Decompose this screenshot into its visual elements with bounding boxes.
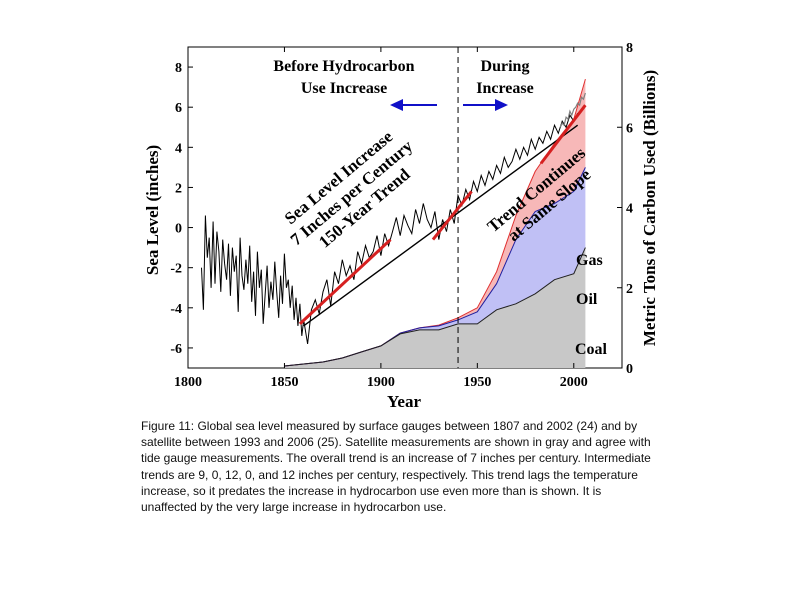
y-left-tick-label: 0 [175, 222, 182, 237]
before-label-line1: Before Hydrocarbon [273, 58, 414, 75]
figure-caption: Figure 11: Global sea level measured by … [141, 419, 651, 515]
y-axis-right-ticks: 0 2 4 6 8 [617, 41, 633, 377]
x-tick-label: 1900 [367, 375, 395, 390]
overall-trend-line [303, 124, 579, 327]
y-left-tick-label: -4 [170, 302, 182, 317]
y-left-tick-label: 2 [175, 181, 182, 196]
y-left-tick-label: 6 [175, 101, 182, 116]
y-left-tick-label: 8 [175, 61, 182, 76]
gas-label: Gas [576, 252, 603, 269]
coal-area [284, 247, 586, 368]
during-label-line2: Increase [476, 80, 533, 97]
y-left-tick-label: -6 [170, 342, 182, 357]
trend-segment-3 [539, 104, 587, 165]
y-right-tick-label: 2 [626, 282, 633, 297]
y-right-tick-label: 4 [626, 202, 633, 217]
satellite-line [559, 92, 586, 128]
x-tick-label: 2000 [560, 375, 588, 390]
sea-level-line [201, 112, 579, 344]
before-label-line2: Use Increase [301, 80, 387, 97]
y-right-tick-label: 8 [626, 41, 633, 56]
y-right-tick-label: 0 [626, 362, 633, 377]
y-left-tick-label: 4 [175, 141, 182, 156]
oil-area [284, 167, 586, 366]
y-left-tick-label: -2 [170, 262, 182, 277]
x-tick-label: 1950 [463, 375, 491, 390]
trend-segment-2 [431, 190, 473, 241]
x-tick-label: 1800 [174, 375, 202, 390]
coal-label: Coal [575, 341, 608, 358]
y-axis-left-ticks: -6 -4 -2 0 2 4 6 8 [170, 61, 193, 357]
left-arrow [390, 99, 437, 111]
gas-area [284, 79, 586, 366]
y-right-tick-label: 6 [626, 121, 633, 136]
during-label-line1: During [481, 58, 530, 75]
sea-level-series [201, 92, 587, 344]
y-axis-left-label: Sea Level (inches) [143, 145, 162, 275]
x-tick-label: 1850 [270, 375, 298, 390]
right-arrow [463, 99, 508, 111]
oil-label: Oil [576, 291, 598, 308]
y-axis-right-label: Metric Tons of Carbon Used (Billions) [640, 70, 659, 346]
trend-segment-1 [298, 238, 392, 325]
coal-line [284, 247, 586, 367]
trend-segments [298, 104, 587, 325]
x-axis-label: Year [387, 392, 421, 411]
x-axis-ticks: 1800 1850 1900 1950 2000 [174, 47, 588, 390]
